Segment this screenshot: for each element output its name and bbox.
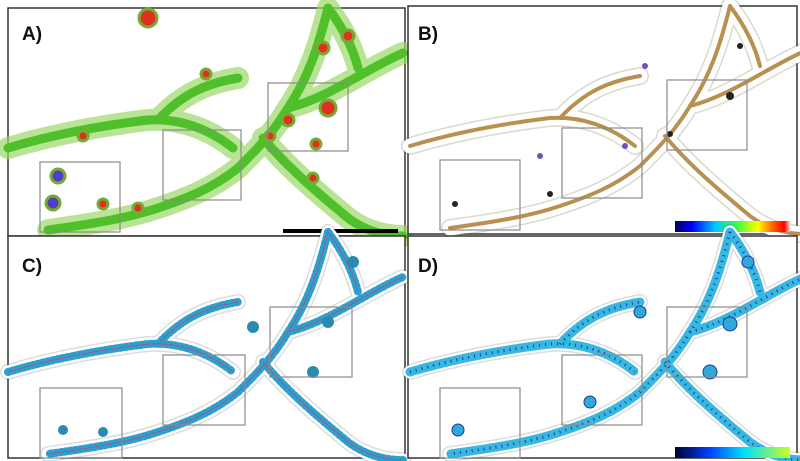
panel-d: D) — [408, 232, 800, 460]
figure: A) B) C) — [0, 0, 800, 461]
panel-c: C) — [8, 232, 405, 460]
panel-label: B) — [418, 24, 438, 45]
panel-a: A) — [8, 8, 405, 236]
panel-label: D) — [418, 256, 438, 277]
panel-label: A) — [22, 24, 42, 45]
panel-b: B) — [408, 6, 800, 234]
color-bar — [675, 447, 790, 458]
panel-label: C) — [22, 256, 42, 277]
